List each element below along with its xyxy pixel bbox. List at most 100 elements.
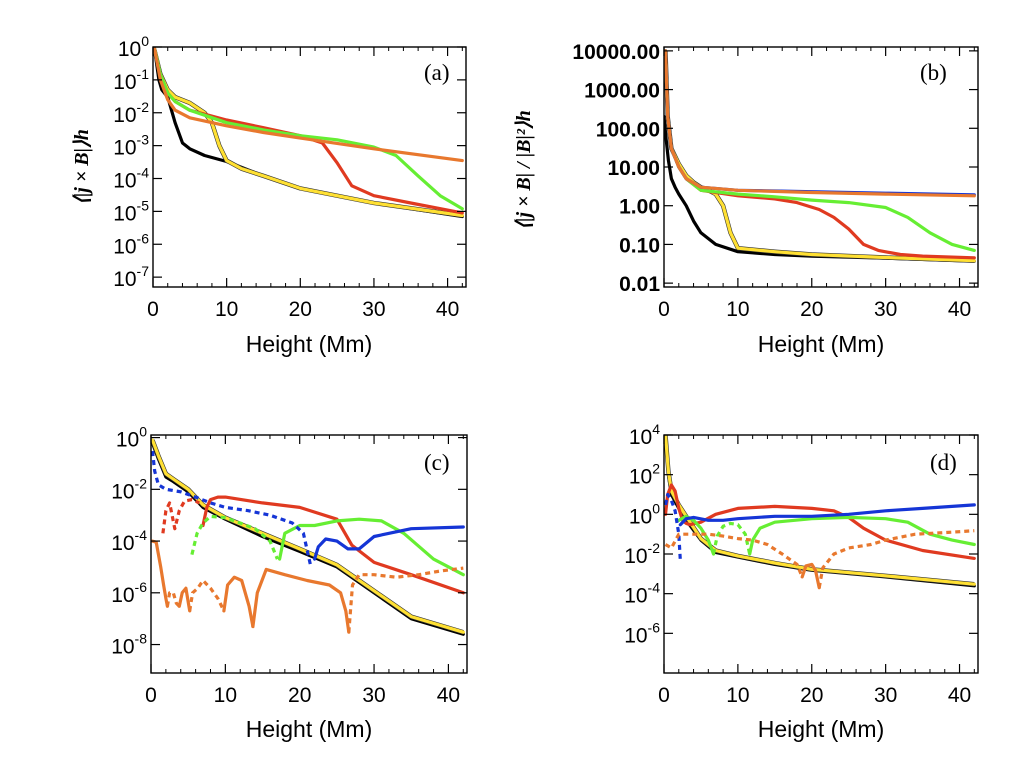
panel-c-ticks — [150, 435, 467, 673]
series-blue-solid — [313, 525, 465, 561]
panel-b-y-axis-title: ⟨|j × B| / |B|²⟩h — [513, 110, 535, 230]
panel-a-ticks — [152, 46, 466, 287]
y-tick-label: 10-2 — [624, 540, 660, 568]
x-tick-label: 40 — [948, 298, 971, 321]
panel-b: 10000.00 1000.00 100.00 10.00 1.00 0.10 0.01 0… — [513, 41, 979, 357]
panel-d-label: (d) — [930, 450, 957, 475]
panel-b-x-tick-labels: 0 10 20 30 40 — [658, 298, 971, 321]
series-yellow-outline — [151, 439, 464, 635]
panel-d-y-tick-labels: 104 102 100 10-2 10-4 10-6 — [624, 421, 660, 647]
series-orange-dotted-3 — [347, 566, 464, 633]
series-orange-dotted-2 — [817, 529, 975, 588]
series-red-dotted — [161, 498, 200, 534]
y-tick-label: 10-1 — [113, 66, 149, 94]
x-tick-label: 10 — [726, 684, 749, 707]
panel-b-y-tick-labels: 10000.00 1000.00 100.00 10.00 1.00 0.10 0.01 — [572, 41, 660, 296]
panel-c-x-axis-title: Height (Mm) — [246, 716, 373, 742]
y-tick-label: 10-2 — [113, 99, 149, 127]
panel-a-frame — [152, 46, 467, 288]
panel-d-x-axis-title: Height (Mm) — [758, 716, 885, 742]
y-tick-label: 1.00 — [619, 196, 660, 219]
y-tick-label: 10-6 — [113, 230, 149, 258]
y-tick-label: 10-3 — [113, 132, 149, 160]
panel-a-label: (a) — [424, 60, 450, 85]
panel-c: 100 10-2 10-4 10-6 10-8 0 10 20 30 40 Height (Mm… — [111, 424, 468, 742]
y-tick-label: 10-6 — [624, 619, 660, 647]
x-tick-label: 30 — [874, 684, 897, 707]
y-tick-label: 100 — [118, 33, 149, 61]
series-blue-dotted — [664, 492, 682, 561]
series-yellow — [151, 438, 465, 634]
y-tick-label: 104 — [629, 421, 660, 449]
panel-a-y-axis-title: ⟨|j × B|⟩h — [71, 129, 93, 205]
y-tick-label: 10-4 — [624, 580, 660, 608]
panel-c-y-tick-labels: 100 10-2 10-4 10-6 10-8 — [111, 424, 147, 659]
panel-c-series — [151, 438, 465, 636]
panel-d: 104 102 100 10-2 10-4 10-6 0 10 20 30 40 Height (… — [624, 421, 979, 742]
y-tick-label: 0.01 — [619, 273, 660, 296]
panel-a-y-tick-labels: 100 10-1 10-2 10-3 10-4 10-5 10-6 10-7 — [113, 33, 149, 291]
x-tick-label: 30 — [874, 298, 897, 321]
panel-c-x-tick-labels: 0 10 20 30 40 — [145, 684, 460, 707]
series-orange-arch-1 — [177, 586, 192, 613]
y-tick-label: 10.00 — [607, 157, 660, 180]
x-tick-label: 0 — [658, 298, 670, 321]
panel-c-label: (c) — [424, 450, 450, 475]
panel-d-ticks — [663, 434, 978, 673]
panel-b-ticks — [663, 47, 978, 287]
y-tick-label: 100.00 — [596, 118, 660, 141]
x-tick-label: 30 — [362, 684, 385, 707]
x-tick-label: 20 — [800, 684, 823, 707]
y-tick-label: 100 — [629, 500, 660, 528]
y-tick-label: 10-2 — [111, 475, 147, 503]
x-tick-label: 10 — [214, 684, 237, 707]
x-tick-label: 40 — [437, 684, 460, 707]
series-green-solid-2 — [748, 515, 976, 556]
x-tick-label: 0 — [145, 684, 157, 707]
series-orange-solid — [800, 562, 821, 590]
panel-d-series — [664, 435, 976, 590]
series-green-solid — [278, 517, 465, 577]
series-blue-dotted — [151, 450, 313, 568]
series-green-solid-1 — [677, 514, 716, 556]
x-tick-label: 30 — [362, 298, 385, 321]
y-tick-label: 102 — [629, 461, 660, 489]
series-green-dotted — [711, 521, 752, 555]
series-green-dotted — [190, 514, 279, 560]
series-red-solid — [664, 483, 976, 561]
panel-b-label: (b) — [920, 60, 947, 85]
panel-a-x-axis-title: Height (Mm) — [246, 331, 373, 357]
panel-c-frame — [150, 434, 468, 674]
x-tick-label: 20 — [288, 684, 311, 707]
y-tick-label: 0.10 — [619, 234, 660, 257]
series-green — [153, 47, 464, 211]
y-tick-label: 10-4 — [111, 527, 147, 555]
y-tick-label: 10-5 — [113, 197, 149, 225]
y-tick-label: 10000.00 — [572, 41, 660, 64]
x-tick-label: 20 — [289, 298, 312, 321]
series-orange — [664, 49, 976, 198]
series-orange-arch-2 — [222, 575, 255, 629]
series-yellow — [153, 48, 464, 218]
x-tick-label: 10 — [726, 298, 749, 321]
series-black — [151, 441, 465, 636]
x-tick-label: 0 — [147, 298, 159, 321]
panel-a: 100 10-1 10-2 10-3 10-4 10-5 10-6 10-7 0 10 20 30 4… — [71, 33, 467, 357]
x-tick-label: 20 — [800, 298, 823, 321]
series-orange-dotted-1 — [664, 532, 804, 578]
panel-a-series — [153, 47, 464, 219]
x-tick-label: 40 — [948, 684, 971, 707]
series-orange-dotted-2 — [188, 578, 226, 612]
y-tick-label: 10-7 — [113, 263, 149, 291]
y-tick-label: 1000.00 — [584, 80, 660, 103]
series-orange-dotted-1 — [165, 591, 181, 608]
y-tick-label: 10-4 — [113, 165, 149, 193]
series-orange-solid — [151, 539, 169, 608]
panel-d-x-tick-labels: 0 10 20 30 40 — [658, 684, 971, 707]
y-tick-label: 100 — [116, 424, 147, 452]
y-tick-label: 10-6 — [111, 579, 147, 607]
panel-b-x-axis-title: Height (Mm) — [758, 331, 885, 357]
x-tick-label: 10 — [215, 298, 238, 321]
y-tick-label: 10-8 — [111, 631, 147, 659]
